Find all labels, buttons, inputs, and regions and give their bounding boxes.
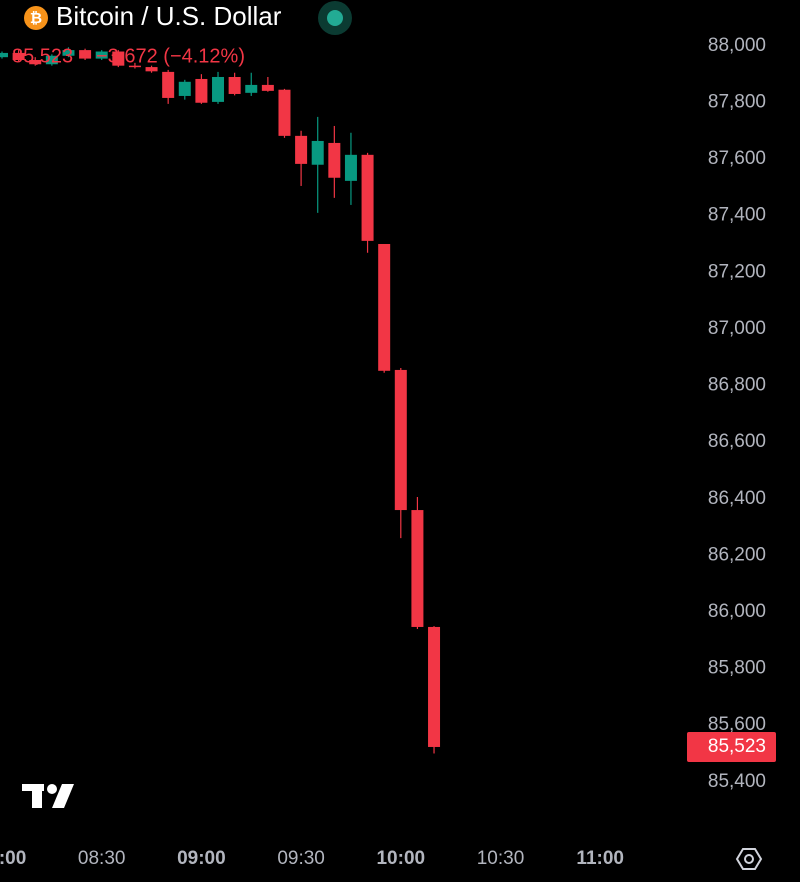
candle-body	[311, 140, 324, 165]
candle-body	[95, 51, 108, 59]
candle-body	[228, 76, 241, 94]
y-tick-label: 85,400	[708, 771, 766, 792]
chart-title: Bitcoin / U.S. Dollar	[56, 1, 282, 31]
candle-body	[62, 50, 75, 56]
last-price-tag	[687, 731, 776, 762]
candle-body	[394, 369, 407, 511]
candle-body	[178, 81, 191, 96]
candle-body	[79, 50, 92, 59]
candle-body	[344, 154, 357, 181]
candle-body	[45, 55, 58, 65]
candle-body	[195, 78, 208, 103]
candle-body	[212, 76, 225, 102]
y-tick-label: 87,400	[708, 205, 766, 226]
x-tick-label: 08:00	[0, 848, 26, 869]
x-tick-label: 09:00	[177, 848, 226, 869]
x-tick-label: 09:30	[277, 848, 325, 869]
candle-body	[361, 154, 374, 241]
last-price: 85,523	[12, 45, 73, 67]
x-tick-label: 10:00	[376, 848, 425, 869]
candle-body	[378, 243, 391, 371]
candle-body	[128, 65, 141, 68]
candle-body	[145, 67, 158, 72]
symbol-icon-glyph: ₿	[30, 10, 42, 27]
y-tick-label: 86,400	[708, 488, 766, 509]
y-tick-label: 86,600	[708, 431, 766, 452]
y-tick-label: 86,000	[708, 601, 766, 622]
y-tick-label: 85,800	[708, 658, 766, 679]
candle-body	[411, 510, 424, 627]
plot-area	[0, 47, 441, 754]
symbol-icon	[24, 6, 48, 30]
candle-body	[0, 52, 8, 58]
y-tick-label: 87,000	[708, 318, 766, 339]
candle-body	[245, 84, 258, 93]
last-price-tag-label: 85,523	[708, 736, 766, 757]
logo	[22, 784, 74, 808]
candle-body	[162, 71, 175, 98]
x-tick-label: 08:30	[78, 848, 126, 869]
y-tick-label: 86,800	[708, 375, 766, 396]
x-tick-label: 10:30	[477, 848, 525, 869]
price-change: −3,672 (−4.12%)	[96, 45, 245, 67]
candle-body	[112, 51, 125, 66]
candle-body	[295, 135, 308, 164]
candle-body	[328, 142, 341, 178]
settings-button[interactable]	[735, 848, 763, 870]
y-tick-label: 87,800	[708, 91, 766, 112]
y-tick-label: 87,600	[708, 148, 766, 169]
candle-body	[12, 52, 25, 61]
status-dot	[327, 10, 343, 26]
candle-body	[261, 84, 274, 91]
candle-body	[428, 626, 441, 747]
y-tick-label: 87,200	[708, 261, 766, 282]
x-tick-label: 11:00	[576, 848, 624, 869]
candle-body	[278, 89, 291, 136]
candle-body	[29, 60, 42, 65]
y-tick-label: 85,600	[708, 714, 766, 735]
y-tick-label: 88,000	[708, 35, 766, 56]
y-tick-label: 86,200	[708, 544, 766, 565]
